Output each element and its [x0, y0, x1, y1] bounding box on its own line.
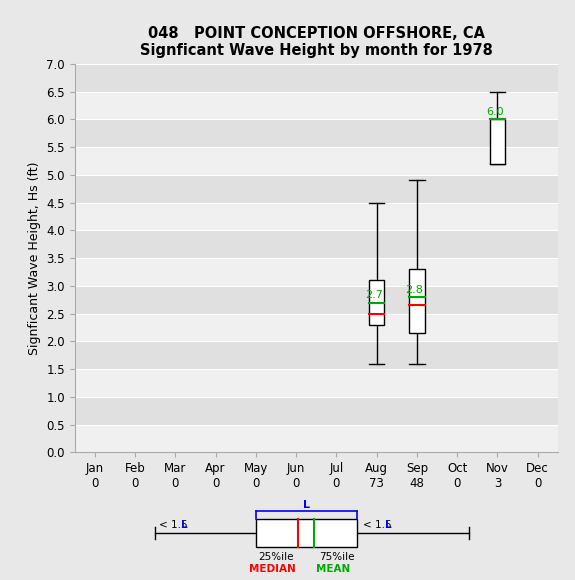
Text: MEAN: MEAN: [316, 564, 351, 574]
Bar: [75, 258, 558, 286]
Text: L: L: [385, 520, 392, 530]
Bar: [75, 64, 558, 92]
Bar: [369, 280, 384, 325]
Text: 25%ile: 25%ile: [258, 552, 293, 561]
Y-axis label: Signficant Wave Height, Hs (ft): Signficant Wave Height, Hs (ft): [28, 161, 41, 355]
Title: 048   POINT CONCEPTION OFFSHORE, CA
Signficant Wave Height by month for 1978: 048 POINT CONCEPTION OFFSHORE, CA Signfi…: [140, 26, 493, 59]
Bar: [75, 175, 558, 202]
Bar: [256, 520, 356, 547]
Text: MEDIAN: MEDIAN: [250, 564, 296, 574]
Bar: [409, 269, 424, 333]
Bar: [75, 286, 558, 314]
Bar: [490, 119, 505, 164]
Bar: [75, 342, 558, 369]
Text: 2.7: 2.7: [365, 291, 383, 300]
Text: < 1.5: < 1.5: [159, 520, 191, 530]
Text: 6.0: 6.0: [486, 107, 504, 117]
Bar: [75, 314, 558, 342]
Text: L: L: [182, 520, 188, 530]
Bar: [75, 202, 558, 230]
Text: < 1.5: < 1.5: [363, 520, 394, 530]
Bar: [75, 119, 558, 147]
Bar: [75, 92, 558, 119]
Bar: [75, 230, 558, 258]
Bar: [75, 147, 558, 175]
Text: 75%ile: 75%ile: [319, 552, 354, 561]
Bar: [75, 369, 558, 397]
Bar: [75, 425, 558, 452]
Bar: [75, 397, 558, 425]
Text: 2.8: 2.8: [405, 285, 423, 295]
Text: L: L: [302, 499, 310, 510]
